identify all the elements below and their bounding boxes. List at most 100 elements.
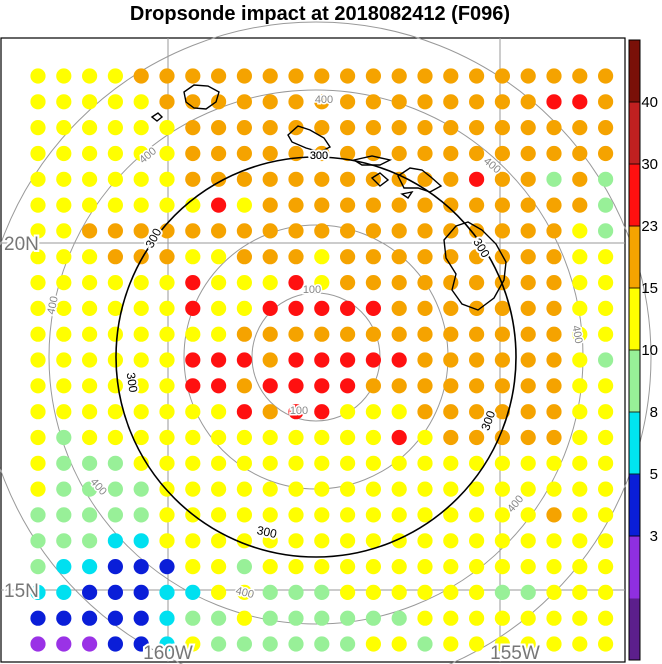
impact-dot bbox=[56, 404, 72, 420]
impact-dot bbox=[598, 120, 614, 136]
impact-dot bbox=[469, 68, 485, 84]
colorbar-segment bbox=[629, 288, 640, 351]
impact-dot bbox=[211, 223, 227, 239]
impact-dot bbox=[391, 559, 407, 575]
impact-dot bbox=[469, 636, 485, 652]
impact-dot bbox=[340, 429, 356, 446]
impact-dot bbox=[340, 94, 356, 110]
impact-dot bbox=[262, 636, 278, 652]
lanai-outline bbox=[370, 172, 390, 187]
impact-dot bbox=[494, 68, 510, 84]
impact-dot bbox=[443, 197, 459, 213]
impact-dot bbox=[572, 197, 588, 213]
impact-dot bbox=[185, 223, 201, 239]
impact-dot bbox=[211, 559, 227, 575]
impact-dot bbox=[598, 223, 614, 239]
impact-dot bbox=[340, 275, 356, 291]
impact-dot bbox=[546, 145, 562, 162]
colorbar: 40 30 23 15 10 8 5 3 bbox=[628, 39, 658, 661]
impact-dot bbox=[56, 378, 72, 394]
colorbar-segment bbox=[629, 412, 640, 475]
impact-dot bbox=[391, 94, 407, 110]
impact-dot bbox=[133, 584, 149, 601]
impact-dot bbox=[417, 223, 433, 239]
impact-dot bbox=[469, 352, 485, 368]
impact-dot bbox=[30, 559, 46, 575]
impact-dot bbox=[494, 352, 510, 368]
impact-dot bbox=[598, 352, 614, 368]
impact-dot bbox=[56, 481, 72, 497]
impact-dot bbox=[340, 145, 356, 162]
impact-dot bbox=[107, 404, 123, 420]
impact-dot bbox=[185, 404, 201, 420]
lon-label-155w: 155W bbox=[490, 643, 540, 664]
impact-dot bbox=[494, 197, 510, 213]
impact-dot bbox=[185, 533, 201, 549]
impact-dot bbox=[391, 326, 407, 342]
impact-dot bbox=[546, 559, 562, 575]
impact-dot bbox=[30, 507, 46, 523]
impact-dot bbox=[133, 429, 149, 446]
impact-dot bbox=[546, 636, 562, 652]
impact-dot bbox=[236, 145, 252, 162]
impact-dot bbox=[469, 145, 485, 162]
impact-dot bbox=[494, 429, 510, 446]
impact-dot bbox=[572, 326, 588, 342]
impact-dot bbox=[520, 145, 536, 162]
impact-dot bbox=[443, 145, 459, 162]
impact-dot bbox=[288, 636, 304, 652]
impact-dot bbox=[211, 249, 227, 265]
impact-dot bbox=[262, 378, 278, 394]
impact-dot bbox=[443, 559, 459, 575]
impact-dot bbox=[107, 636, 123, 652]
impact-dot bbox=[107, 197, 123, 213]
impact-dot bbox=[340, 559, 356, 575]
impact-dot bbox=[314, 300, 330, 316]
impact-dot bbox=[185, 120, 201, 136]
gray-ring bbox=[0, 21, 652, 664]
impact-dot bbox=[159, 275, 175, 291]
impact-dot bbox=[365, 326, 381, 342]
colorbar-segment bbox=[629, 598, 640, 661]
impact-dot bbox=[236, 378, 252, 394]
impact-dot bbox=[107, 68, 123, 84]
impact-dot bbox=[185, 481, 201, 497]
impact-dot bbox=[417, 275, 433, 291]
impact-dot bbox=[56, 171, 72, 187]
impact-dot bbox=[598, 636, 614, 652]
impact-dot bbox=[417, 636, 433, 652]
impact-dot bbox=[494, 120, 510, 136]
impact-dot bbox=[159, 197, 175, 213]
impact-dot bbox=[107, 145, 123, 162]
impact-dot bbox=[469, 300, 485, 316]
colorbar-segment bbox=[629, 226, 640, 289]
impact-dot bbox=[340, 249, 356, 265]
impact-dot bbox=[572, 455, 588, 471]
impact-dot bbox=[417, 404, 433, 420]
impact-dot bbox=[56, 455, 72, 471]
impact-dot bbox=[572, 559, 588, 575]
impact-dot bbox=[159, 455, 175, 471]
impact-dot bbox=[494, 455, 510, 471]
impact-dot bbox=[391, 429, 407, 446]
impact-dot bbox=[133, 507, 149, 523]
impact-dot bbox=[56, 120, 72, 136]
impact-dot bbox=[365, 300, 381, 316]
impact-dot bbox=[572, 94, 588, 110]
impact-dot bbox=[314, 584, 330, 601]
impact-dot bbox=[185, 455, 201, 471]
impact-dot bbox=[598, 429, 614, 446]
impact-dot bbox=[365, 145, 381, 162]
impact-dot bbox=[417, 481, 433, 497]
impact-dot bbox=[211, 171, 227, 187]
impact-dot bbox=[30, 404, 46, 420]
impact-dot bbox=[340, 197, 356, 213]
maui-outline bbox=[397, 167, 443, 193]
impact-dot bbox=[572, 68, 588, 84]
impact-dot bbox=[211, 300, 227, 316]
impact-dot bbox=[185, 197, 201, 213]
impact-dot bbox=[236, 352, 252, 368]
impact-dot bbox=[159, 404, 175, 420]
island-outlines bbox=[150, 84, 507, 311]
impact-dot bbox=[598, 481, 614, 497]
